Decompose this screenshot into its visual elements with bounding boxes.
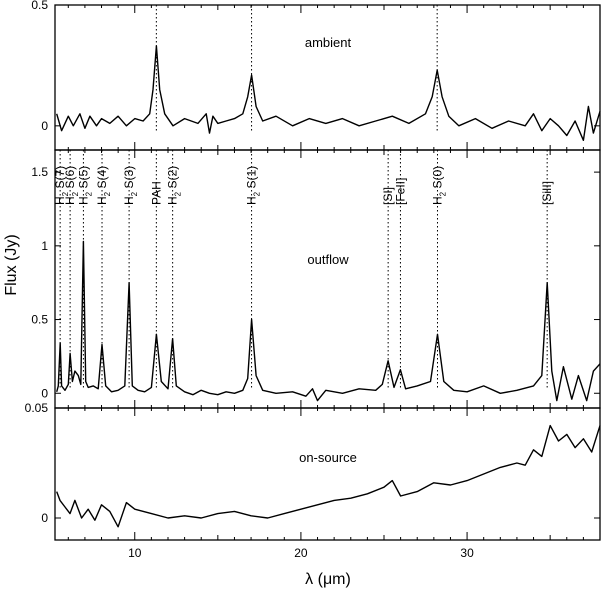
h2-subscript: 2: [61, 191, 70, 196]
line-id-label: H2 S(2): [166, 166, 183, 205]
line-id-label: [FeII]: [393, 178, 407, 205]
h2-prefix: H: [76, 196, 90, 205]
h2-subscript: 2: [253, 191, 262, 196]
h2-subscript: 2: [439, 191, 448, 196]
line-id-label: H2 S(1): [245, 166, 262, 205]
transition-name: S(1): [245, 166, 259, 192]
y-axis-label: Flux (Jy): [3, 234, 20, 295]
panel-ambient: 0 0.5 ambient: [31, 0, 601, 151]
line-id-label: [SI]: [381, 187, 395, 205]
x-tick-label: 30: [460, 546, 474, 560]
line-id-label: [SiII]: [540, 181, 554, 205]
h2-prefix: H: [95, 196, 109, 205]
transition-name: S(4): [95, 166, 109, 192]
x-axis-label: λ (μm): [305, 571, 351, 588]
y-tick-label: 0: [41, 119, 48, 133]
y-tick-label: 1: [41, 239, 48, 253]
panel-frame: [54, 4, 601, 151]
line-id-label: H2 S(4): [95, 166, 112, 205]
h2-subscript: 2: [71, 191, 80, 196]
transition-name: S(6): [63, 166, 77, 192]
panel-label: ambient: [305, 35, 352, 50]
transition-name: S(3): [122, 166, 136, 192]
y-tick-label: 0: [41, 386, 48, 400]
x-tick-label: 20: [294, 546, 308, 560]
h2-prefix: H: [431, 196, 445, 205]
line-id-label: H2 S(3): [122, 166, 139, 205]
transition-name: S(7): [53, 166, 67, 192]
y-tick-label: 1.5: [31, 165, 48, 179]
line-id-label: H2 S(6): [63, 166, 80, 205]
spectrum-line: [56, 45, 601, 142]
line-id-label: H2 S(5): [76, 166, 93, 205]
line-id-label: H2 S(7): [53, 166, 70, 205]
transition-name: S(5): [76, 166, 90, 192]
transition-name: S(0): [431, 166, 445, 192]
y-tick-label: 0: [41, 511, 48, 525]
panel-on-source: 0 0.05 10 20 30 on-source: [25, 401, 601, 560]
h2-subscript: 2: [103, 191, 112, 196]
h2-prefix: H: [53, 196, 67, 205]
h2-subscript: 2: [174, 191, 183, 196]
line-id-label: H2 S(0): [431, 166, 448, 205]
line-id-label: PAH: [149, 181, 163, 205]
y-tick-label: 0.5: [31, 313, 48, 327]
panel-frame: [54, 149, 601, 409]
panel-frame: [54, 407, 601, 541]
panel-label: outflow: [307, 252, 349, 267]
panel-label: on-source: [299, 450, 357, 465]
h2-subscript: 2: [84, 191, 93, 196]
h2-prefix: H: [245, 196, 259, 205]
h2-prefix: H: [63, 196, 77, 205]
h2-prefix: H: [166, 196, 180, 205]
x-tick-label: 10: [128, 546, 142, 560]
spectrum-line: [56, 424, 601, 528]
spectrum-line: [56, 240, 601, 402]
transition-name: S(2): [166, 166, 180, 192]
h2-subscript: 2: [130, 191, 139, 196]
y-tick-label: 0.05: [25, 401, 49, 415]
y-tick-label: 0.5: [31, 0, 48, 12]
h2-prefix: H: [122, 196, 136, 205]
